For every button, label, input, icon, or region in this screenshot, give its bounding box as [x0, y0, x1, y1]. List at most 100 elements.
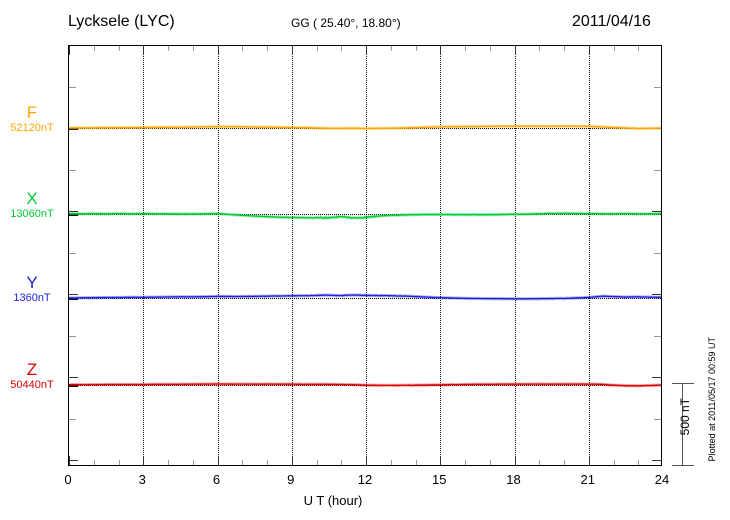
x-tick-top-23	[638, 46, 640, 51]
x-tick-top-19	[539, 46, 541, 51]
x-tick-bot-11	[341, 460, 343, 465]
y-tick-right-5	[652, 294, 661, 296]
component-letter-X: X	[26, 189, 38, 208]
y-tick-left-3	[69, 211, 78, 213]
x-tick-bot-21	[588, 456, 590, 465]
x-tick-label-24: 24	[654, 472, 670, 487]
component-baseline-value-Z: 50440nT	[10, 379, 54, 391]
gridline-hour-9	[291, 46, 293, 465]
y-tick-left-4	[69, 252, 76, 254]
component-baseline-value-Y: 1360nT	[13, 292, 51, 304]
plot-frame	[68, 45, 662, 466]
scale-bar	[672, 383, 694, 466]
y-tick-left-2	[69, 169, 76, 171]
baseline-Y	[69, 298, 661, 299]
x-tick-top-9	[291, 46, 293, 55]
x-tick-bot-3	[143, 456, 145, 465]
x-tick-top-16	[465, 46, 466, 51]
scale-bar-top-cap	[672, 383, 694, 385]
x-tick-label-15: 15	[432, 472, 447, 487]
scale-bar-line	[682, 383, 684, 466]
x-tick-bot-20	[564, 460, 565, 465]
trace-X	[69, 211, 661, 221]
scale-bar-bottom-cap	[672, 464, 694, 466]
y-tick-right-3	[652, 211, 661, 213]
x-tick-top-7	[242, 46, 244, 51]
x-tick-top-11	[341, 46, 343, 51]
x-tick-bot-22	[613, 460, 615, 465]
y-tick-right-9	[652, 460, 661, 462]
y-tick-right-2	[654, 169, 661, 171]
observation-date: 2011/04/16	[572, 13, 651, 30]
gridline-hour-6	[217, 46, 219, 465]
plot-area	[69, 46, 661, 465]
x-tick-bot-16	[465, 460, 466, 465]
x-tick-top-22	[613, 46, 615, 51]
gridline-hour-12	[366, 46, 367, 465]
x-tick-top-0	[69, 46, 70, 55]
x-tick-label-0: 0	[64, 472, 72, 487]
trace-Z	[69, 382, 661, 388]
x-tick-bot-9	[291, 456, 293, 465]
y-tick-left-8	[69, 418, 76, 420]
x-tick-bot-12	[366, 456, 367, 465]
x-tick-top-5	[192, 46, 194, 51]
scale-bar-label: 500 nT	[678, 398, 692, 436]
x-tick-bot-4	[168, 460, 169, 465]
component-baseline-value-X: 13060nT	[10, 208, 54, 220]
y-tick-left-5	[69, 294, 78, 296]
component-baseline-value-F: 52120nT	[10, 122, 54, 134]
x-axis-title: U T (hour)	[303, 493, 363, 508]
baseline-stub-F	[69, 128, 78, 130]
x-tick-top-3	[143, 46, 145, 55]
plotted-at-timestamp: Plotted at 2011/05/17 00:59 UT	[707, 337, 717, 462]
component-letter-Z: Z	[26, 360, 38, 379]
y-tick-right-8	[654, 418, 661, 420]
geographic-coordinates: GG ( 25.40°, 18.80°)	[291, 16, 401, 30]
x-tick-bot-14	[415, 460, 417, 465]
x-tick-top-4	[168, 46, 169, 51]
baseline-X	[69, 214, 661, 215]
x-tick-top-17	[489, 46, 491, 51]
component-letter-Y: Y	[26, 273, 38, 292]
y-tick-left-7	[69, 377, 78, 379]
station-title: Lycksele (LYC)	[68, 13, 175, 30]
component-letter-F: F	[26, 103, 38, 122]
x-tick-bot-17	[489, 460, 491, 465]
y-tick-left-6	[69, 335, 76, 337]
x-tick-bot-19	[539, 460, 541, 465]
y-tick-left-9	[69, 460, 78, 462]
x-tick-top-13	[390, 46, 392, 51]
x-tick-bot-18	[514, 456, 516, 465]
gridline-hour-3	[143, 46, 145, 465]
baseline-stub-X	[69, 214, 78, 216]
x-tick-bot-5	[192, 460, 194, 465]
x-tick-label-21: 21	[580, 472, 595, 487]
baseline-stub-Z	[69, 385, 78, 387]
x-tick-bot-10	[316, 460, 318, 465]
x-tick-label-3: 3	[138, 472, 146, 487]
x-tick-label-6: 6	[212, 472, 221, 487]
x-tick-top-12	[366, 46, 367, 55]
x-tick-top-21	[588, 46, 590, 55]
y-tick-right-4	[654, 252, 661, 254]
x-tick-top-2	[118, 46, 120, 51]
gridline-hour-15	[440, 46, 442, 465]
x-tick-top-20	[564, 46, 565, 51]
x-tick-top-1	[93, 46, 95, 51]
x-tick-label-9: 9	[287, 472, 295, 487]
gridline-hour-21	[588, 46, 590, 465]
x-tick-top-10	[316, 46, 318, 51]
x-tick-bot-23	[638, 460, 640, 465]
y-tick-right-7	[652, 377, 661, 379]
x-tick-label-18: 18	[506, 472, 521, 487]
x-tick-top-18	[514, 46, 516, 55]
x-tick-top-6	[217, 46, 219, 55]
x-tick-bot-15	[440, 456, 442, 465]
x-tick-bot-13	[390, 460, 392, 465]
trace-Y	[69, 293, 661, 301]
x-tick-top-15	[440, 46, 442, 55]
x-tick-bot-7	[242, 460, 244, 465]
y-tick-right-6	[654, 335, 661, 337]
